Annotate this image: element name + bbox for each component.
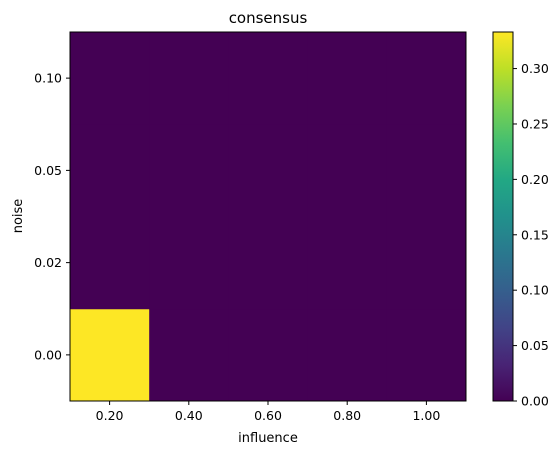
x-tick-label: 1.00 — [412, 408, 440, 423]
heatmap-cell — [70, 32, 150, 125]
colorbar-tick-label: 0.25 — [521, 116, 549, 131]
y-tick-label: 0.00 — [34, 347, 62, 362]
chart-title: consensus — [229, 9, 308, 27]
x-axis: 0.20 0.40 0.60 0.80 1.00 — [96, 401, 440, 423]
heatmap-cell — [307, 216, 388, 310]
x-axis-label: influence — [238, 431, 298, 446]
heatmap-cell — [307, 308, 388, 402]
y-tick-label: 0.02 — [34, 255, 62, 270]
heatmap-cell — [149, 216, 229, 310]
heatmap-cell — [386, 308, 467, 402]
heatmap-cell — [70, 216, 150, 310]
y-axis: 0.00 0.02 0.05 0.10 — [34, 71, 70, 362]
heatmap-cell — [228, 308, 309, 402]
heatmap-cell — [70, 124, 150, 217]
colorbar-tick-label: 0.10 — [521, 283, 549, 298]
x-tick-label: 0.40 — [175, 408, 203, 423]
colorbar-tick-label: 0.00 — [521, 394, 549, 409]
colorbar-tick-label: 0.15 — [521, 227, 549, 242]
x-tick-label: 0.80 — [333, 408, 361, 423]
colorbar-tick-label: 0.05 — [521, 338, 549, 353]
heatmap-cells — [70, 32, 467, 402]
heatmap-cell — [228, 216, 309, 310]
x-tick-label: 0.20 — [96, 408, 124, 423]
x-tick-label: 0.60 — [254, 408, 282, 423]
heatmap-cell — [70, 308, 150, 402]
y-tick-label: 0.05 — [34, 163, 62, 178]
y-axis-label: noise — [11, 199, 26, 234]
heatmap-cell — [386, 216, 467, 310]
heatmap-cell — [149, 124, 229, 217]
colorbar-axis: 0.00 0.05 0.10 0.15 0.20 0.25 0.30 — [513, 61, 549, 409]
heatmap-cell — [228, 124, 309, 217]
heatmap-cell — [307, 32, 388, 125]
heatmap-cell — [386, 32, 467, 125]
heatmap-cell — [228, 32, 309, 125]
heatmap-cell — [307, 124, 388, 217]
heatmap-cell — [149, 308, 229, 402]
heatmap-cell — [149, 32, 229, 125]
heatmap-cell — [386, 124, 467, 217]
colorbar-tick-label: 0.20 — [521, 172, 549, 187]
colorbar-tick-label: 0.30 — [521, 61, 549, 76]
y-tick-label: 0.10 — [34, 71, 62, 86]
colorbar — [492, 31, 514, 402]
